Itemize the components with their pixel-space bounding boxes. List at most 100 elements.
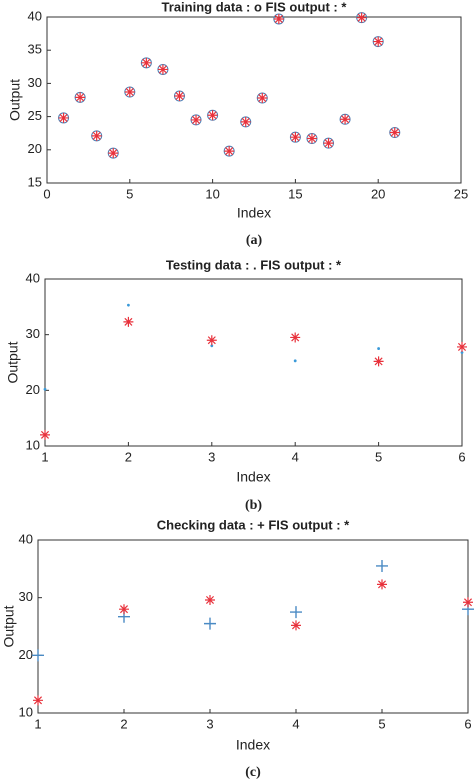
data-point bbox=[306, 133, 317, 144]
data-point bbox=[377, 347, 380, 350]
star-marker bbox=[323, 138, 334, 149]
x-tick-label: 6 bbox=[458, 449, 465, 464]
data-point bbox=[376, 559, 388, 572]
star-marker bbox=[290, 132, 301, 143]
dot-marker bbox=[377, 347, 380, 350]
y-tick-label: 10 bbox=[26, 437, 40, 452]
x-axis-label: Index bbox=[236, 737, 270, 753]
star-marker bbox=[340, 114, 351, 125]
data-point bbox=[123, 316, 134, 327]
chart-title: Training data : o FIS output : * bbox=[162, 0, 348, 14]
axes-box bbox=[44, 278, 463, 447]
data-point bbox=[210, 344, 214, 348]
dot-marker bbox=[293, 359, 297, 363]
data-point bbox=[204, 617, 216, 630]
star-marker bbox=[224, 146, 235, 157]
x-tick-label: 3 bbox=[208, 449, 215, 464]
y-tick-label: 30 bbox=[19, 589, 33, 604]
plus-marker bbox=[204, 617, 216, 630]
star-marker bbox=[75, 92, 86, 103]
star-marker bbox=[174, 91, 185, 102]
data-point bbox=[340, 114, 351, 125]
data-point bbox=[141, 57, 152, 68]
data-point bbox=[460, 351, 464, 354]
data-point bbox=[356, 12, 367, 23]
data-point bbox=[206, 335, 217, 346]
y-tick-label: 25 bbox=[28, 108, 42, 123]
star-marker bbox=[191, 114, 202, 125]
dot-marker bbox=[126, 303, 130, 307]
data-point bbox=[174, 91, 185, 102]
star-marker bbox=[291, 620, 301, 631]
data-point bbox=[40, 429, 50, 440]
data-point bbox=[157, 64, 168, 75]
star-marker bbox=[290, 332, 301, 343]
y-axis-label: Output bbox=[1, 605, 17, 647]
data-point bbox=[43, 387, 47, 391]
data-point bbox=[91, 130, 102, 141]
star-marker bbox=[33, 695, 43, 706]
x-tick-label: 20 bbox=[371, 186, 385, 201]
star-marker bbox=[119, 604, 129, 615]
caption: (a) bbox=[246, 233, 263, 248]
axes-box bbox=[46, 16, 462, 184]
data-point bbox=[457, 341, 467, 352]
data-point bbox=[75, 92, 86, 103]
star-marker bbox=[257, 93, 268, 104]
x-axis-label: Index bbox=[237, 205, 271, 221]
x-tick-label: 1 bbox=[41, 449, 48, 464]
star-marker bbox=[273, 13, 284, 24]
data-point bbox=[108, 148, 119, 159]
x-tick-label: 3 bbox=[206, 716, 213, 731]
data-point bbox=[293, 359, 297, 363]
data-point bbox=[463, 597, 473, 608]
data-point bbox=[119, 604, 129, 615]
y-tick-label: 20 bbox=[19, 647, 33, 662]
x-tick-label: 0 bbox=[43, 186, 50, 201]
data-point bbox=[290, 332, 301, 343]
plus-marker bbox=[290, 606, 302, 619]
x-tick-label: 25 bbox=[454, 186, 468, 201]
x-tick-label: 4 bbox=[292, 449, 299, 464]
y-tick-label: 20 bbox=[26, 382, 40, 397]
x-tick-label: 6 bbox=[464, 716, 471, 731]
data-point bbox=[377, 579, 387, 590]
star-marker bbox=[141, 57, 152, 68]
star-marker bbox=[58, 112, 69, 123]
x-tick-label: 10 bbox=[205, 186, 219, 201]
dot-marker bbox=[43, 387, 47, 391]
star-marker bbox=[373, 356, 384, 367]
x-tick-label: 5 bbox=[126, 186, 133, 201]
data-point bbox=[58, 112, 69, 123]
data-point bbox=[290, 132, 301, 143]
star-marker bbox=[373, 36, 384, 47]
data-point bbox=[373, 356, 384, 367]
x-tick-label: 1 bbox=[34, 716, 41, 731]
star-marker bbox=[123, 316, 134, 327]
star-marker bbox=[91, 130, 102, 141]
star-marker bbox=[207, 110, 218, 121]
dot-marker bbox=[460, 351, 464, 354]
star-marker bbox=[389, 127, 400, 138]
star-marker bbox=[306, 133, 317, 144]
data-point bbox=[373, 36, 384, 47]
y-tick-label: 15 bbox=[28, 174, 42, 189]
y-tick-label: 40 bbox=[26, 270, 40, 285]
x-axis-label: Index bbox=[236, 469, 270, 485]
y-tick-label: 30 bbox=[28, 75, 42, 90]
star-marker bbox=[205, 594, 215, 605]
y-axis-label: Output bbox=[7, 79, 23, 121]
x-tick-label: 2 bbox=[120, 716, 127, 731]
data-point bbox=[273, 13, 284, 24]
x-tick-label: 5 bbox=[378, 716, 385, 731]
data-point bbox=[32, 649, 44, 662]
chart-title: Testing data : . FIS output : * bbox=[166, 257, 342, 272]
axes-box bbox=[37, 539, 469, 714]
data-point bbox=[205, 594, 215, 605]
data-point bbox=[291, 620, 301, 631]
data-point bbox=[389, 127, 400, 138]
y-tick-label: 10 bbox=[19, 704, 33, 719]
star-marker bbox=[457, 341, 467, 352]
caption: (b) bbox=[245, 498, 262, 513]
